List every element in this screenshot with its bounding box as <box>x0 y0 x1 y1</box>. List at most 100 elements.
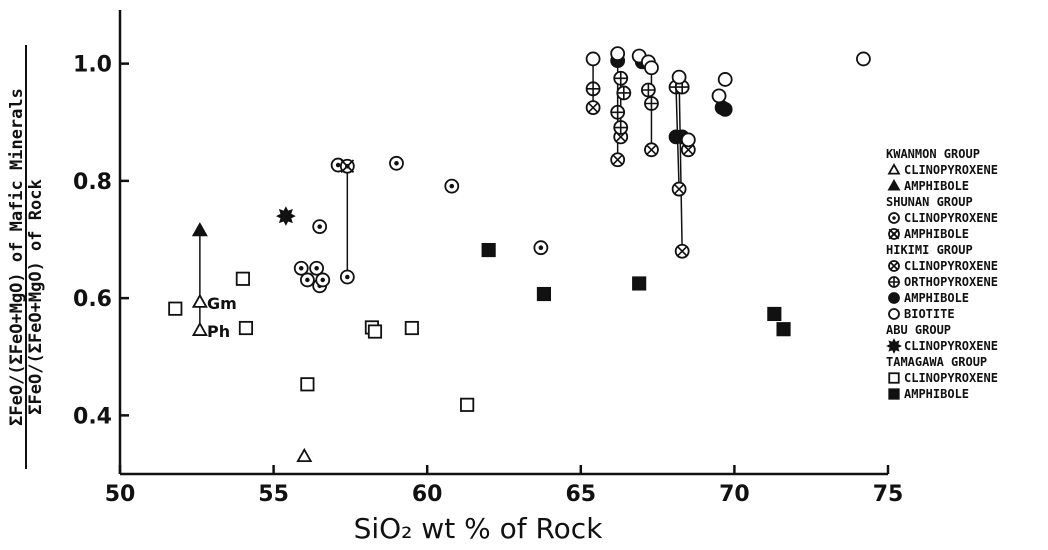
marker-circle <box>680 132 696 148</box>
marker-square <box>776 322 791 337</box>
data-point-hikimi-group-orthopyroxene <box>616 85 632 101</box>
legend-group-title: SHUNAN GROUP <box>886 195 973 209</box>
marker-square <box>888 372 900 384</box>
x-tick-label: 60 <box>412 482 443 507</box>
legend-item: CLINOPYROXENE <box>888 259 998 273</box>
data-point-hikimi-group-clinopyroxene <box>671 181 687 197</box>
x-tick-label: 50 <box>105 482 136 507</box>
marker-triangle <box>191 321 208 336</box>
data-point-hikimi-group-orthopyroxene <box>613 70 629 86</box>
data-point-hikimi-group-orthopyroxene <box>610 104 626 120</box>
marker-plus-lines <box>641 83 655 97</box>
x-tick-label: 55 <box>258 482 289 507</box>
data-point-shunan-group-clinopyroxene <box>339 269 355 285</box>
marker-square <box>235 271 250 286</box>
legend-item-label: CLINOPYROXENE <box>904 163 998 177</box>
marker-center-dot <box>335 162 341 168</box>
marker-center-dot <box>314 265 319 271</box>
data-point-kwanmon-group-clinopyroxene <box>296 447 313 462</box>
data-point-abu-group-clinopyroxene <box>275 206 296 226</box>
data-point-tamagawa-group-amphibole <box>632 276 647 291</box>
data-point-tamagawa-group-clinopyroxene <box>235 271 250 286</box>
y-axis-title-denominator: ΣFeO/(ΣFeO+MgO) of Rock <box>26 179 46 414</box>
data-point-hikimi-group-clinopyroxene <box>610 152 626 168</box>
x-axis-title: SiO₂ wt % of Rock <box>354 512 604 545</box>
x-tick-label: 65 <box>565 482 596 507</box>
data-point-shunan-group-clinopyroxene <box>315 272 331 288</box>
tie-line <box>678 77 683 252</box>
data-point-shunan-group-clinopyroxene <box>293 260 309 276</box>
marker-square <box>767 306 782 322</box>
marker-plus-lines <box>611 105 625 119</box>
y-axis-title: ΣFeO/(ΣFeO+MgO) of Mafic Minerals ΣFeO/(… <box>7 45 46 469</box>
marker-circle <box>711 88 727 104</box>
data-point-hikimi-group-clinopyroxene <box>585 100 601 115</box>
data-point-hikimi-group-orthopyroxene <box>613 120 629 135</box>
data-point-tamagawa-group-clinopyroxene <box>238 320 254 336</box>
legend-item-label: CLINOPYROXENE <box>904 211 998 225</box>
marker-triangle <box>296 447 313 462</box>
marker-square <box>168 301 183 316</box>
marker-center-dot <box>298 265 304 271</box>
marker-cross-lines <box>587 102 599 113</box>
legend-item-label: AMPHIBOLE <box>904 179 969 193</box>
marker-center-dot <box>892 216 896 220</box>
marker-plus-lines <box>617 86 631 100</box>
marker-circle <box>856 51 871 67</box>
marker-square <box>632 276 647 291</box>
marker-center-dot <box>317 224 322 229</box>
marker-square <box>300 377 315 392</box>
data-point-tamagawa-group-amphibole <box>767 306 782 322</box>
marker-star-lines <box>340 159 355 174</box>
data-point-hikimi-group-biotite <box>671 69 687 85</box>
marker-star <box>886 338 902 354</box>
y-tick-label: 1.0 <box>73 53 112 78</box>
legend-item-label: CLINOPYROXENE <box>904 259 998 273</box>
marker-triangle <box>191 222 208 237</box>
legend-item-label: ORTHOPYROXENE <box>904 275 998 289</box>
x-tick-label: 70 <box>719 482 750 507</box>
axes: 50 55 60 65 70 75 0.4 0.6 0.8 1.0 <box>73 10 903 507</box>
legend-item: AMPHIBOLE <box>887 178 969 193</box>
marker-circle <box>888 292 900 304</box>
y-tick-label: 0.8 <box>73 170 112 195</box>
annotation-gm: Gm <box>207 294 237 313</box>
data-point-hikimi-group-orthopyroxene <box>644 96 659 111</box>
x-tick-label: 75 <box>873 482 904 507</box>
data-point-tamagawa-group-amphibole <box>776 322 791 337</box>
legend-item: ORTHOPYROXENE <box>888 275 998 289</box>
marker-plus-lines <box>586 82 600 96</box>
data-point-tamagawa-group-clinopyroxene <box>367 324 383 339</box>
data-point-kwanmon-group-amphibole <box>191 222 208 237</box>
marker-cross-lines <box>683 144 694 155</box>
data-point-hikimi-group-biotite <box>610 46 626 62</box>
marker-square <box>367 324 383 339</box>
legend-item: AMPHIBOLE <box>888 387 969 401</box>
legend-group-title: TAMAGAWA GROUP <box>886 355 987 369</box>
data-point-hikimi-group-biotite <box>644 60 659 76</box>
data-point-shunan-group-clinopyroxene <box>312 219 328 235</box>
data-point-kwanmon-group-clinopyroxene <box>191 293 208 308</box>
y-axis-title-numerator: ΣFeO/(ΣFeO+MgO) of Mafic Minerals <box>7 88 27 426</box>
legend-item: CLINOPYROXENE <box>887 162 998 177</box>
legend-group-title: ABU GROUP <box>886 323 951 337</box>
data-point-shunan-group-clinopyroxene <box>444 178 460 194</box>
marker-square <box>238 320 254 336</box>
data-point-hikimi-group-clinopyroxene <box>644 142 659 158</box>
marker-center-dot <box>538 245 544 250</box>
legend-item-label: CLINOPYROXENE <box>904 339 998 353</box>
marker-circle <box>671 69 687 85</box>
marker-circle <box>585 51 601 67</box>
marker-circle <box>717 72 733 87</box>
marker-plus-lines <box>614 121 628 135</box>
marker-square <box>888 388 900 400</box>
data-point-tamagawa-group-amphibole <box>536 286 552 302</box>
marker-center-dot <box>394 161 399 166</box>
data-point-shunan-group-clinopyroxene <box>309 260 325 276</box>
data-point-tamagawa-group-clinopyroxene <box>300 377 315 392</box>
marker-center-dot <box>320 277 326 283</box>
y-tick-label: 0.4 <box>73 404 112 429</box>
legend: KWANMON GROUP CLINOPYROXENE AMPHIBOLE SHUNA… <box>886 147 998 401</box>
marker-square <box>404 320 419 336</box>
